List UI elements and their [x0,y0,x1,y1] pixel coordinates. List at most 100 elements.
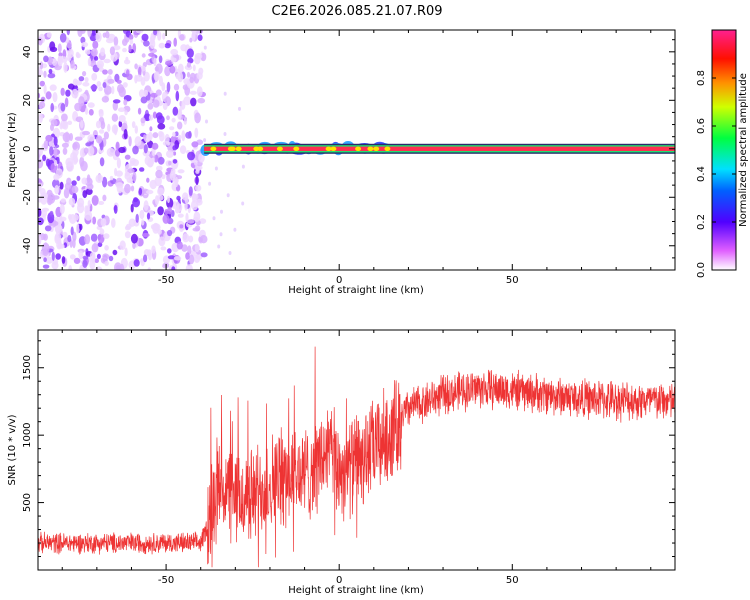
noise-blob [109,46,115,56]
noise-blob [195,184,202,192]
noise-blob [96,60,105,69]
noise-blob [119,263,125,270]
colorbar-tick-label: 0.0 [696,262,707,278]
signal-hotspot [235,146,242,151]
noise-blob [173,256,182,261]
noise-blob [123,59,131,65]
noise-blob [165,60,173,66]
noise-blob [177,169,185,174]
noise-blob [78,250,84,260]
noise-blob [166,115,170,121]
noise-blob [103,58,111,64]
noise-blob [99,129,105,134]
noise-blob [152,132,159,139]
noise-blob [94,258,99,264]
noise-speck [212,216,216,221]
noise-blob [97,136,101,145]
noise-blob [186,71,191,78]
colorbar-label: Normalized spectral amplitude [738,73,749,227]
noise-blob [108,255,114,262]
noise-blob [189,37,193,43]
noise-blob [185,131,192,139]
noise-blob [138,187,143,196]
noise-blob [188,186,193,197]
noise-blob [176,241,183,250]
noise-blob [84,234,91,245]
noise-blob [181,130,186,142]
noise-blob [100,120,106,130]
noise-blob [125,223,132,230]
noise-blob [143,113,151,122]
noise-blob [153,71,160,82]
noise-blob [142,233,150,238]
noise-blob [129,157,136,164]
noise-blob [59,181,64,190]
noise-blob [39,147,43,156]
noise-blob [129,39,134,45]
noise-blob [157,206,164,216]
noise-blob [85,107,88,115]
noise-blob [133,259,140,267]
spectrogram-noise [38,30,245,270]
noise-blob [59,216,67,222]
noise-blob [189,76,194,84]
noise-blob [158,236,166,247]
noise-blob [78,96,85,107]
noise-blob [115,141,120,150]
noise-blob [101,96,110,103]
noise-blob [80,30,86,34]
noise-blob [148,52,155,57]
noise-blob [84,49,91,55]
noise-blob [157,30,162,41]
noise-blob [103,85,112,95]
noise-blob [138,89,145,98]
noise-blob [164,66,171,77]
noise-blob [199,218,207,224]
noise-blob [148,114,154,121]
noise-blob [112,99,121,104]
noise-blob [47,73,56,79]
noise-blob [140,117,146,124]
noise-blob [74,136,83,141]
signal-hotspot [330,146,337,151]
noise-blob [154,66,159,72]
noise-blob [109,175,114,181]
noise-blob [53,147,58,159]
colorbar-tick-label: 0.8 [696,70,707,86]
colorbar-tick-label: 0.4 [696,166,707,182]
noise-blob [82,130,90,136]
noise-blob [64,97,69,108]
noise-blob [146,177,150,183]
noise-blob [63,187,70,199]
noise-blob [117,107,126,112]
noise-blob [194,112,201,124]
noise-blob [44,225,52,232]
noise-blob [45,158,51,167]
noise-blob [186,48,194,58]
noise-blob [197,97,206,104]
noise-blob [102,82,107,88]
noise-blob [128,136,132,147]
noise-blob [134,136,142,147]
noise-blob [194,243,200,253]
noise-blob [43,257,47,263]
noise-blob [94,56,99,61]
noise-blob [176,195,181,201]
noise-blob [55,253,61,260]
noise-blob [95,174,104,183]
noise-blob [38,66,41,76]
noise-blob [60,87,65,96]
noise-blob [65,89,71,97]
noise-blob [132,145,139,155]
spectrogram-panel: -50 0 50 -40 -20 0 20 40 Height of straight lin… [7,29,676,296]
noise-blob [42,264,50,269]
noise-blob [55,223,59,234]
noise-blob [130,233,138,244]
noise-blob [168,160,172,166]
noise-blob [40,194,48,205]
noise-blob [111,113,119,122]
noise-blob [195,169,200,174]
y-tick-label: 40 [22,45,33,58]
signal-hotspot [276,146,283,151]
